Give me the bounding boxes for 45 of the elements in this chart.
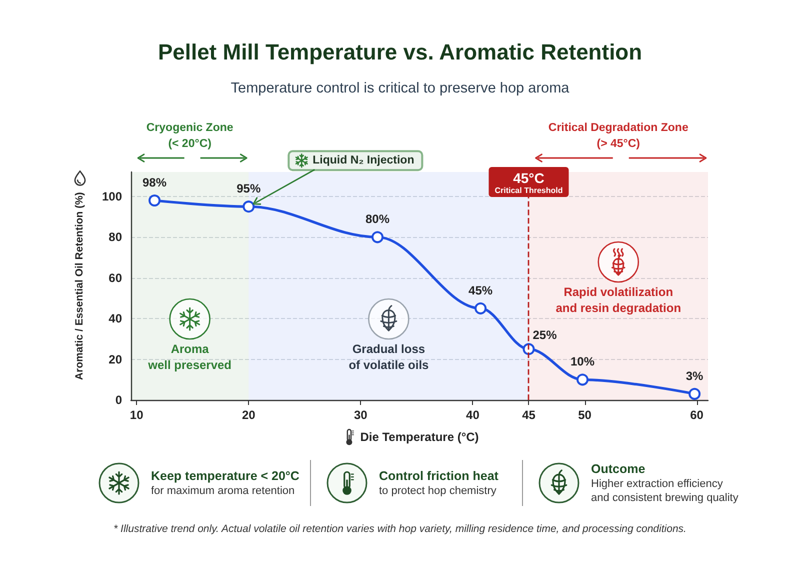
point (371, 231, 384, 244)
data-label: 45% (468, 283, 493, 298)
point (576, 374, 589, 386)
data-label: 25% (532, 328, 558, 342)
point (242, 200, 255, 213)
text: to protect hop chemistry (379, 484, 498, 498)
text: Outcome (591, 462, 646, 476)
annotation: Aroma well preserved (147, 342, 232, 372)
data-label: 3% (686, 368, 704, 383)
y-tick-label: 100 (102, 189, 122, 204)
x-tick-label: 45 (522, 408, 536, 422)
x-tick-label: 60 (690, 408, 704, 422)
data-label: 80% (365, 212, 390, 226)
y-tick-label: 80 (108, 230, 122, 244)
point (474, 302, 487, 314)
x-axis-title: Die Temperature (°C) (360, 430, 479, 444)
data-label: 10% (570, 354, 595, 369)
text: for maximum aroma retention (151, 484, 296, 498)
text: Control friction heat (379, 468, 498, 484)
x-tick-label: 20 (242, 408, 256, 422)
y-tick-label: 0 (115, 393, 122, 407)
annotation: Gradual loss of volatile oils (348, 342, 430, 372)
x-tick-label: 10 (130, 408, 144, 422)
ref-line-label: 45°C Critical Threshold (494, 170, 563, 195)
chart-subtitle: Temperature control is critical to preserve hop aroma (230, 80, 570, 96)
text: * Illustrative trend only. Actual volatile oil retention varies with hop variety, milling residence time, and processing conditions. (114, 523, 686, 535)
annotation: Rapid volatilization and resin degradation (556, 285, 682, 315)
data-label: 95% (236, 182, 261, 196)
y-tick-label: 20 (108, 352, 122, 366)
band-label: Critical Degradation Zone (> 45°C) (548, 122, 688, 150)
text: Higher extraction efficiency and consistent brewing quality (591, 476, 738, 504)
chart-title: Pellet Mill Temperature vs. Aromatic Retention (158, 40, 642, 64)
annotation: Liquid N₂ Injection (312, 154, 414, 167)
y-axis-title: Aromatic / Essential Oil Retention (%) (74, 192, 86, 380)
x-tick-label: 40 (466, 408, 480, 422)
point (688, 388, 701, 400)
x-tick-label: 30 (354, 408, 368, 422)
y-tick-label: 40 (108, 312, 122, 326)
y-tick-label: 60 (108, 270, 122, 285)
point (522, 343, 535, 356)
x-tick-label: 50 (578, 408, 592, 422)
text: Keep temperature < 20°C (151, 468, 300, 484)
point (148, 194, 161, 206)
band-label: Cryogenic Zone (< 20°C) (146, 122, 234, 150)
data-label: 98% (142, 176, 167, 190)
